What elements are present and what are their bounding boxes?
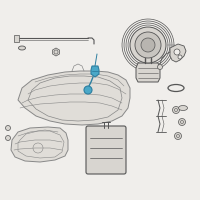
Bar — [14, 35, 19, 42]
Circle shape — [174, 132, 182, 140]
Circle shape — [6, 136, 10, 140]
Circle shape — [84, 86, 92, 94]
Ellipse shape — [18, 46, 26, 50]
Polygon shape — [91, 66, 99, 77]
Ellipse shape — [179, 106, 188, 110]
Circle shape — [174, 49, 180, 55]
Polygon shape — [170, 44, 186, 62]
Circle shape — [158, 64, 162, 70]
Polygon shape — [136, 63, 160, 82]
Circle shape — [135, 32, 161, 58]
Polygon shape — [11, 127, 68, 162]
FancyBboxPatch shape — [86, 126, 126, 174]
Polygon shape — [53, 48, 59, 56]
Circle shape — [179, 118, 186, 126]
Circle shape — [172, 106, 180, 114]
Circle shape — [141, 38, 155, 52]
Circle shape — [6, 126, 10, 130]
Polygon shape — [18, 71, 130, 125]
Circle shape — [178, 55, 182, 59]
Circle shape — [130, 27, 166, 63]
